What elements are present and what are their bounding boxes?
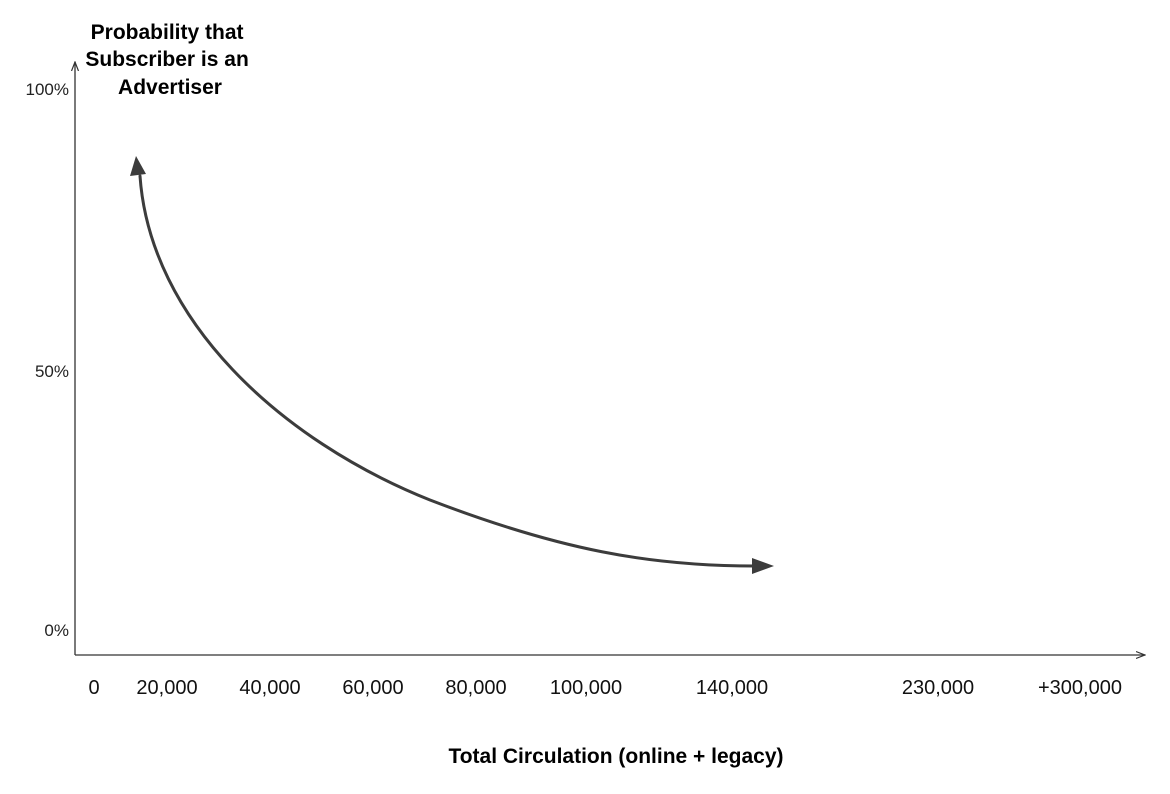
x-tick-80000: 80,000 — [445, 677, 506, 699]
x-tick-20000: 20,000 — [136, 677, 197, 699]
x-tick-40000: 40,000 — [239, 677, 300, 699]
decreasing-probability-curve — [138, 174, 757, 568]
x-tick-230000: 230,000 — [902, 677, 974, 699]
y-axis-title: Probability that Subscriber is an Advert… — [85, 21, 254, 99]
x-tick-300000-plus: +300,000 — [1038, 677, 1122, 699]
arrowhead-up-icon — [130, 156, 146, 176]
x-tick-60000: 60,000 — [342, 677, 403, 699]
arrowhead-right-icon — [752, 558, 774, 574]
x-tick-140000: 140,000 — [696, 677, 768, 699]
y-axis-title-line-3: Advertiser — [118, 76, 222, 99]
y-tick-100: 100% — [26, 80, 69, 99]
y-axis-title-line-1: Probability that — [91, 21, 244, 44]
x-axis-title: Total Circulation (online + legacy) — [448, 745, 783, 768]
y-tick-0: 0% — [44, 621, 69, 640]
x-tick-100000: 100,000 — [550, 677, 622, 699]
y-tick-50: 50% — [35, 362, 69, 381]
x-tick-0: 0 — [88, 677, 99, 699]
y-axis-title-line-2: Subscriber is an — [85, 48, 248, 71]
double-headed-arrow-curve-icon — [130, 156, 774, 574]
